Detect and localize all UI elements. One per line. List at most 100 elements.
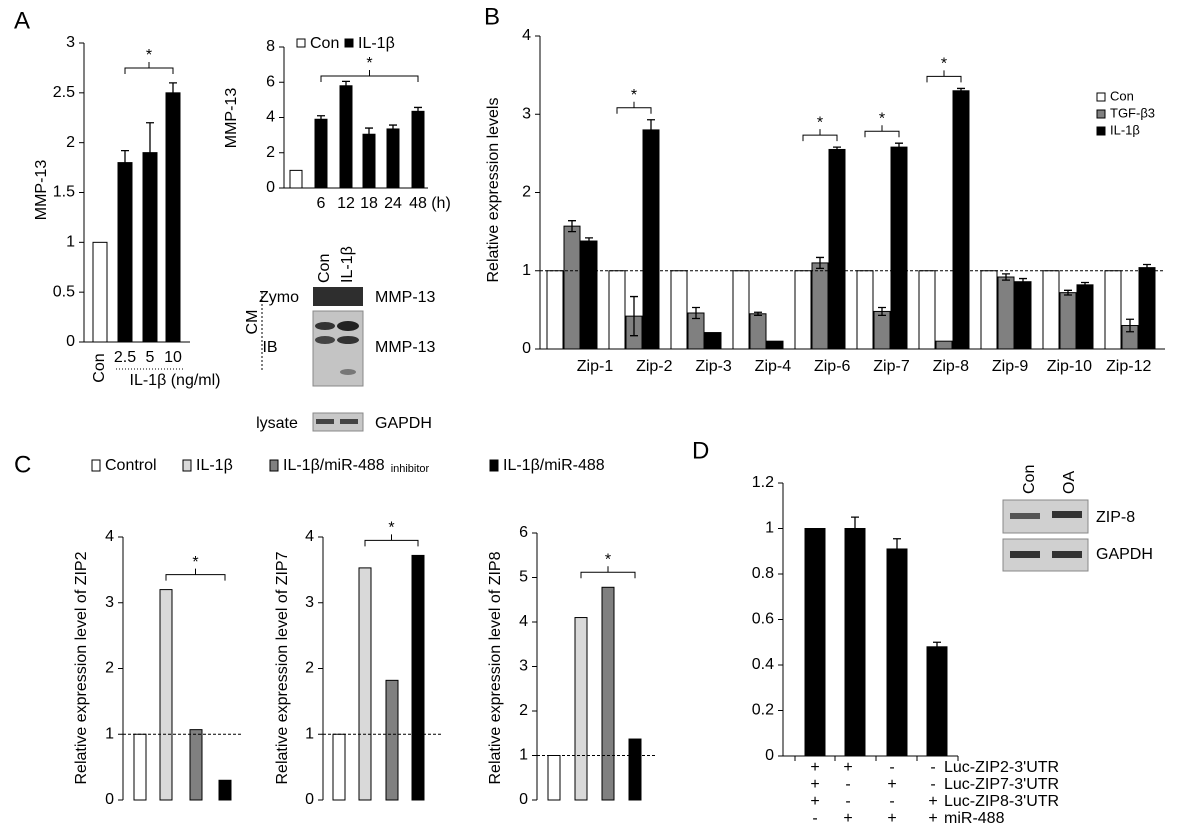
y-tick-label: 0.6	[752, 611, 774, 628]
x-tick-label: 18	[360, 195, 378, 212]
y-tick-label: 1	[519, 747, 528, 764]
y-tick-label: 6	[519, 524, 528, 541]
treatment-label: Luc-ZIP7-3'UTR	[944, 776, 1059, 793]
y-axis-label: Relative expression level of ZIP8	[487, 551, 504, 784]
bar	[935, 340, 953, 350]
error-bar	[365, 127, 373, 142]
significance-label: *	[366, 55, 372, 72]
y-tick-label: 1.2	[752, 474, 774, 491]
blot-column-label: Con	[1021, 465, 1038, 494]
error-bar	[754, 311, 762, 317]
error-bar	[121, 149, 129, 176]
treatment-mark: -	[845, 793, 850, 810]
legend-label: IL-1β	[1110, 122, 1140, 137]
y-tick-label: 1.5	[53, 184, 75, 201]
blot-band	[340, 369, 356, 375]
blot-target: MMP-13	[375, 289, 436, 306]
bar	[926, 646, 948, 757]
bar	[165, 92, 181, 343]
treatment-mark: -	[845, 776, 850, 793]
y-tick-label: 3	[105, 594, 114, 611]
bar	[997, 276, 1015, 350]
bar	[159, 589, 173, 801]
y-tick-label: 0	[765, 747, 774, 764]
y-tick-label: 8	[266, 38, 275, 55]
y-tick-label: 1	[66, 234, 75, 251]
legend-name: IL-1β/miR-488	[503, 457, 605, 474]
treatment-mark: +	[887, 810, 896, 827]
error-bar	[317, 115, 325, 124]
y-tick-label: 4	[305, 528, 314, 545]
significance-label: *	[146, 47, 152, 64]
error-bar	[878, 306, 886, 317]
x-tick-label: Zip-9	[992, 358, 1029, 375]
error-bar	[1081, 281, 1089, 288]
blot-band	[337, 321, 359, 331]
error-bar	[933, 641, 941, 652]
bar	[1138, 267, 1156, 350]
x-tick-label: 5	[146, 349, 155, 366]
y-tick-label: 2	[522, 184, 531, 201]
legend-label: Control	[105, 457, 157, 474]
significance-label: *	[817, 114, 823, 131]
error-bar	[1019, 277, 1027, 286]
treatment-mark: +	[810, 793, 819, 810]
bar	[189, 729, 203, 801]
bar	[918, 270, 936, 350]
panel-letter: B	[484, 3, 500, 30]
error-bar	[851, 516, 859, 541]
y-tick-label: 4	[522, 27, 531, 44]
x-tick-label: Zip-3	[695, 358, 732, 375]
error-bar	[630, 295, 638, 337]
y-tick-label: 6	[266, 73, 275, 90]
x-tick-label: 10	[164, 349, 182, 366]
significance-bracket	[165, 568, 226, 581]
error-bar	[342, 80, 350, 91]
blot-band	[1010, 551, 1040, 558]
error-bar	[414, 106, 422, 116]
bar	[886, 548, 908, 757]
treatment-mark: +	[928, 793, 937, 810]
y-tick-label: 1	[765, 520, 774, 537]
bar	[804, 528, 826, 757]
bar	[828, 148, 846, 350]
blot-band	[315, 322, 335, 330]
bar	[580, 240, 598, 350]
y-tick-label: 5	[519, 569, 528, 586]
legend-name: Control	[105, 457, 157, 474]
bar	[117, 162, 133, 343]
blot-band	[316, 419, 334, 424]
y-tick-label: 0	[66, 333, 75, 350]
error-bar	[1002, 273, 1010, 281]
bar	[601, 586, 615, 801]
bar	[890, 146, 908, 350]
x-tick-label: 2.5	[114, 349, 136, 366]
y-axis-label: MMP-13	[33, 160, 50, 221]
y-axis-label: MMP-13	[223, 88, 240, 149]
y-tick-label: 1	[105, 725, 114, 742]
significance-label: *	[388, 520, 394, 537]
y-tick-label: 2	[105, 660, 114, 677]
treatment-mark: -	[930, 776, 935, 793]
blot-band	[340, 419, 358, 424]
y-tick-label: 0.5	[53, 283, 75, 300]
x-tick-label: 48	[409, 195, 427, 212]
y-tick-label: 0.4	[752, 656, 774, 673]
legend-swatch	[344, 38, 354, 48]
x-tick-label: Zip-4	[755, 358, 792, 375]
bar	[732, 270, 750, 350]
treatment-mark: -	[930, 759, 935, 776]
x-tick-label: 24	[384, 195, 402, 212]
x-axis-label: IL-1β (ng/ml)	[130, 372, 221, 389]
treatment-mark: -	[889, 793, 894, 810]
blot-lane	[312, 310, 364, 387]
y-axis-label: Relative expression level of ZIP2	[73, 551, 90, 784]
y-tick-label: 2	[305, 660, 314, 677]
y-tick-label: 4	[519, 613, 528, 630]
legend-swatch	[296, 38, 306, 48]
x-axis-unit: (h)	[431, 195, 451, 212]
bar	[628, 738, 642, 801]
error-bar	[146, 122, 154, 184]
treatment-label: miR-488	[944, 810, 1005, 827]
